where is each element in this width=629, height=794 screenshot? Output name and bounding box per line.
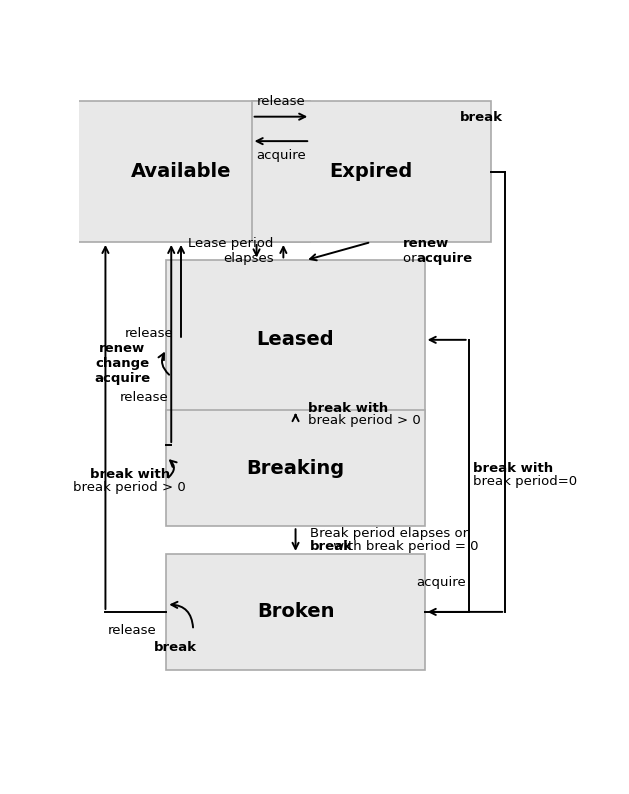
Text: acquire: acquire <box>256 149 306 162</box>
FancyBboxPatch shape <box>252 102 491 242</box>
Text: Lease period
elapses: Lease period elapses <box>188 237 274 265</box>
Text: release: release <box>125 327 174 340</box>
Text: release: release <box>120 391 169 404</box>
Text: break with: break with <box>474 462 554 475</box>
Text: or: or <box>403 252 421 265</box>
Text: break period > 0: break period > 0 <box>74 481 186 495</box>
Text: break period > 0: break period > 0 <box>308 414 421 427</box>
Text: break with: break with <box>90 468 170 481</box>
Text: Broken: Broken <box>257 603 334 622</box>
FancyBboxPatch shape <box>166 554 425 670</box>
FancyBboxPatch shape <box>52 102 310 242</box>
Text: break with
break period > 0: break with break period > 0 <box>0 793 1 794</box>
FancyBboxPatch shape <box>166 410 425 526</box>
Text: Leased: Leased <box>257 330 335 349</box>
Text: break: break <box>310 540 353 553</box>
Text: Expired: Expired <box>330 162 413 181</box>
Text: renew: renew <box>403 237 449 250</box>
Text: renew
change
acquire: renew change acquire <box>94 341 150 384</box>
Text: Break period elapses or: Break period elapses or <box>310 527 469 541</box>
Text: break with break period = 0: break with break period = 0 <box>0 793 1 794</box>
Text: break: break <box>153 642 197 654</box>
Text: break with: break with <box>308 402 388 415</box>
FancyBboxPatch shape <box>166 260 425 419</box>
Text: or acquire: or acquire <box>0 793 1 794</box>
Text: acquire: acquire <box>416 576 466 589</box>
Text: with break period = 0: with break period = 0 <box>329 540 478 553</box>
Text: break period=0: break period=0 <box>474 476 577 488</box>
Text: release: release <box>257 95 305 108</box>
Text: acquire: acquire <box>416 252 472 265</box>
Text: break: break <box>460 110 503 124</box>
Text: Breaking: Breaking <box>247 459 345 478</box>
Text: release: release <box>108 624 157 637</box>
Text: Available: Available <box>131 162 231 181</box>
